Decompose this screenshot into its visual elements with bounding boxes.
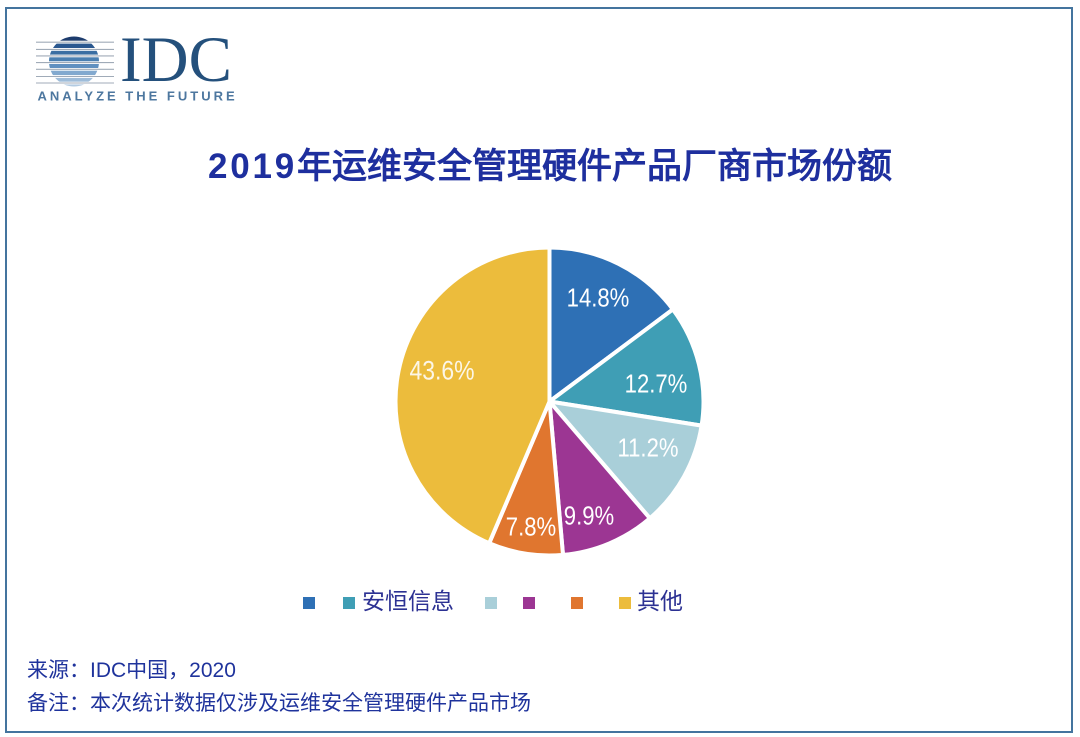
svg-text:IDC: IDC	[120, 30, 232, 96]
svg-text:ANALYZE THE FUTURE: ANALYZE THE FUTURE	[38, 89, 238, 104]
